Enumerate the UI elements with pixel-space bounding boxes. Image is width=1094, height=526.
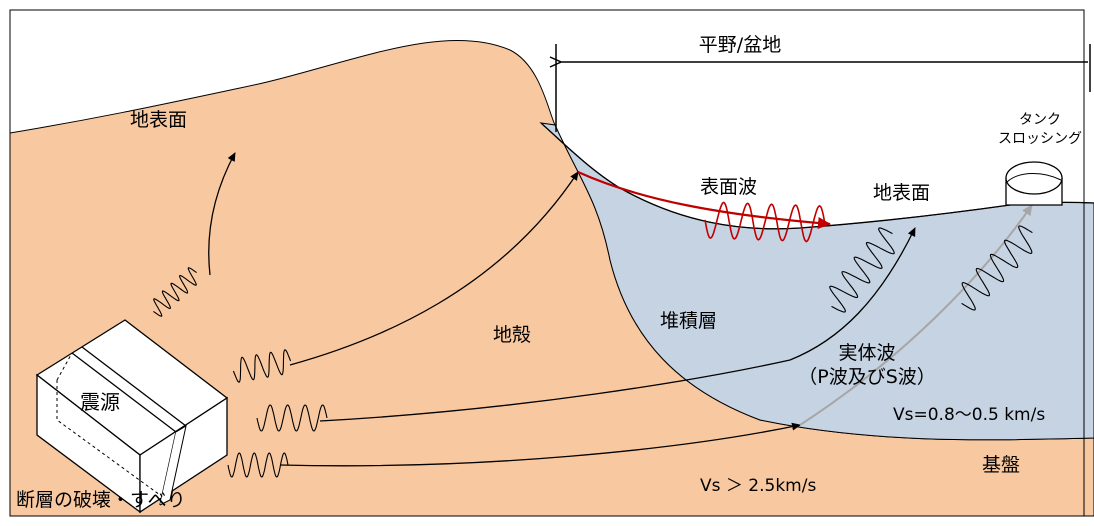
fault-label: 断層の破壊・すべり <box>16 489 186 511</box>
body-wave-label-line1: 実体波 <box>838 342 895 364</box>
wiggle-surface-wave <box>704 201 826 243</box>
plain-basin-label: 平野/盆地 <box>699 34 781 56</box>
tank-label-line1: タンク <box>1019 112 1061 128</box>
body-wave-label-line2: （P波及びS波） <box>798 366 936 388</box>
ray-to-tank <box>799 204 1033 426</box>
bedrock-label: 基盤 <box>982 454 1020 476</box>
ground-surface-right-label: 地表面 <box>873 182 930 204</box>
tank-label-line2: スロッシング <box>998 131 1082 147</box>
ray-into-basin <box>319 227 916 422</box>
vs-bedrock-label: Vs ＞ 2.5km/s <box>700 476 816 496</box>
wiggle-basin-body <box>829 227 895 313</box>
wave-wiggles <box>153 201 1033 478</box>
wiggle-crust-lower <box>256 404 328 432</box>
wiggle-crust-middle <box>232 349 292 383</box>
crust-label: 地殻 <box>493 324 531 346</box>
wiggle-crust-upper <box>153 267 197 317</box>
sediment-label: 堆積層 <box>660 310 717 332</box>
ground-surface-left-label: 地表面 <box>130 109 187 131</box>
ray-to-surface-left <box>208 152 236 276</box>
fault-block-icon <box>35 319 229 514</box>
ray-to-basin-edge <box>289 171 579 366</box>
ray-along-bedrock <box>279 422 801 467</box>
surface-wave-label: 表面波 <box>700 176 757 198</box>
frame <box>9 9 1085 517</box>
tank-icon <box>1005 161 1063 206</box>
wiggle-basin-tank <box>961 225 1033 311</box>
vs-sediment-label: Vs=0.8～0.5 km/s <box>893 405 1045 425</box>
wiggle-crust-bottom <box>227 452 289 478</box>
source-label: 震源 <box>80 390 120 414</box>
